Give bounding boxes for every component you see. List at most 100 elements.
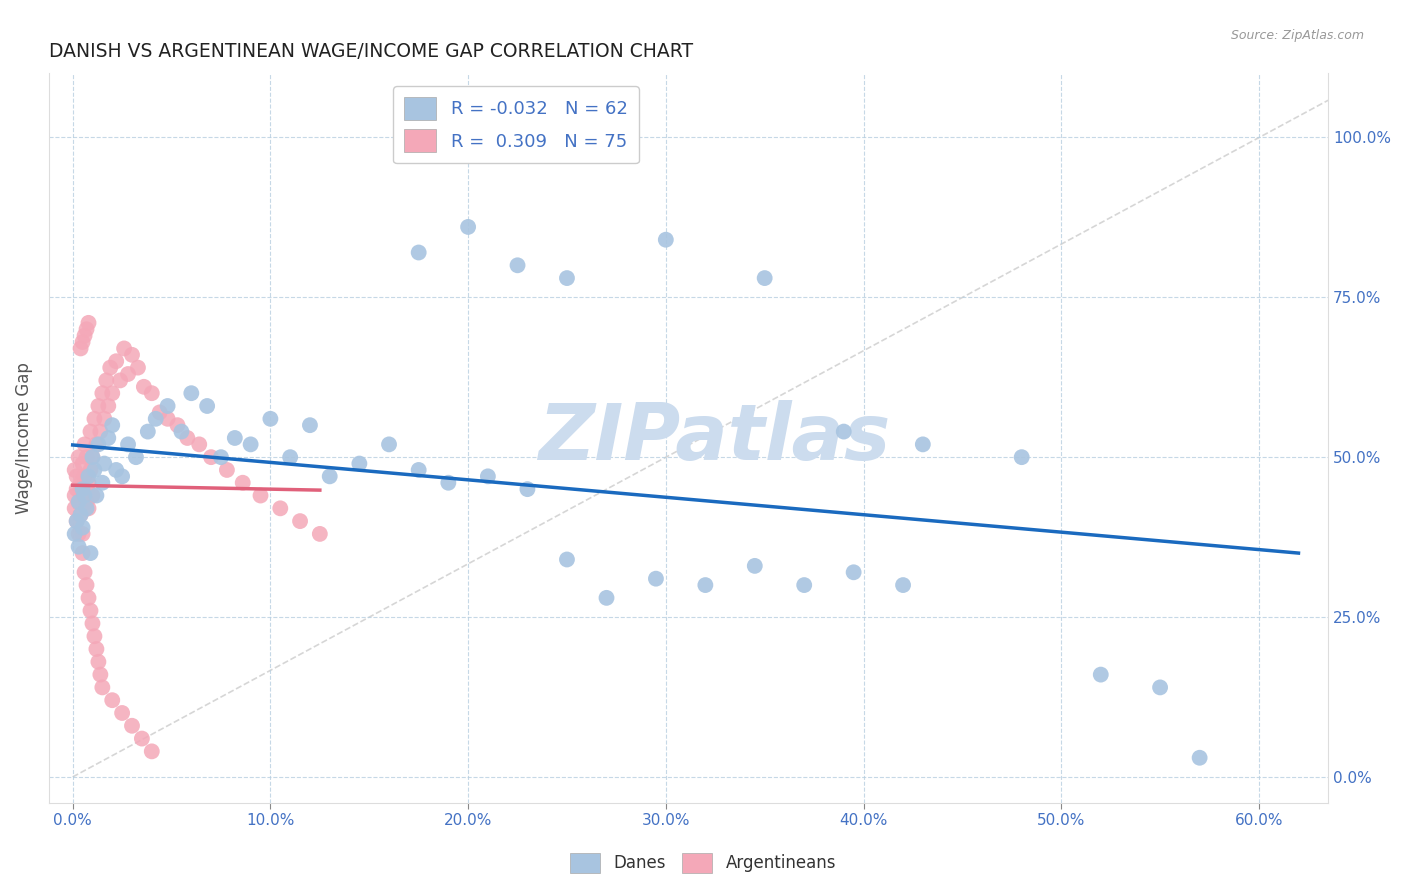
Point	[87, 437, 110, 451]
Point	[477, 469, 499, 483]
Point	[72, 457, 94, 471]
Point	[166, 418, 188, 433]
Point	[79, 604, 101, 618]
Point	[112, 342, 135, 356]
Point	[76, 501, 98, 516]
Point	[408, 463, 430, 477]
Point	[79, 463, 101, 477]
Text: ZIPatlas: ZIPatlas	[538, 400, 890, 476]
Point	[76, 450, 98, 465]
Point	[73, 566, 96, 580]
Point	[73, 469, 96, 483]
Point	[66, 514, 89, 528]
Point	[655, 233, 678, 247]
Point	[96, 373, 118, 387]
Point	[437, 475, 460, 490]
Point	[378, 437, 401, 451]
Point	[117, 437, 139, 451]
Point	[595, 591, 617, 605]
Point	[215, 463, 238, 477]
Point	[149, 405, 172, 419]
Point	[86, 642, 108, 657]
Point	[82, 450, 104, 465]
Point	[298, 418, 321, 433]
Point	[121, 348, 143, 362]
Point	[67, 450, 90, 465]
Point	[63, 489, 86, 503]
Point	[63, 463, 86, 477]
Point	[239, 437, 262, 451]
Point	[156, 399, 179, 413]
Point	[188, 437, 211, 451]
Point	[87, 655, 110, 669]
Point	[101, 386, 124, 401]
Point	[180, 386, 202, 401]
Point	[1090, 667, 1112, 681]
Point	[91, 681, 114, 695]
Point	[73, 328, 96, 343]
Point	[73, 489, 96, 503]
Point	[842, 566, 865, 580]
Point	[91, 475, 114, 490]
Point	[170, 425, 193, 439]
Point	[69, 342, 91, 356]
Point	[555, 552, 578, 566]
Point	[832, 425, 855, 439]
Point	[516, 482, 538, 496]
Point	[87, 399, 110, 413]
Point	[555, 271, 578, 285]
Point	[744, 558, 766, 573]
Point	[79, 546, 101, 560]
Point	[101, 693, 124, 707]
Point	[72, 520, 94, 534]
Legend: R = -0.032   N = 62, R =  0.309   N = 75: R = -0.032 N = 62, R = 0.309 N = 75	[394, 87, 638, 163]
Point	[145, 411, 167, 425]
Point	[200, 450, 222, 465]
Y-axis label: Wage/Income Gap: Wage/Income Gap	[15, 362, 32, 514]
Point	[1188, 751, 1211, 765]
Point	[89, 667, 111, 681]
Point	[91, 386, 114, 401]
Point	[97, 399, 120, 413]
Point	[308, 527, 330, 541]
Text: DANISH VS ARGENTINEAN WAGE/INCOME GAP CORRELATION CHART: DANISH VS ARGENTINEAN WAGE/INCOME GAP CO…	[49, 42, 693, 61]
Point	[63, 527, 86, 541]
Point	[1149, 681, 1171, 695]
Point	[72, 489, 94, 503]
Point	[349, 457, 371, 471]
Point	[63, 501, 86, 516]
Point	[86, 489, 108, 503]
Point	[67, 495, 90, 509]
Point	[76, 578, 98, 592]
Point	[457, 219, 479, 234]
Point	[176, 431, 198, 445]
Point	[83, 463, 105, 477]
Point	[82, 489, 104, 503]
Point	[695, 578, 717, 592]
Point	[93, 411, 115, 425]
Point	[77, 591, 100, 605]
Point	[77, 316, 100, 330]
Point	[141, 744, 163, 758]
Point	[408, 245, 430, 260]
Point	[72, 546, 94, 560]
Point	[645, 572, 668, 586]
Point	[86, 437, 108, 451]
Point	[105, 354, 128, 368]
Point	[66, 514, 89, 528]
Point	[506, 258, 529, 272]
Point	[891, 578, 914, 592]
Point	[69, 508, 91, 522]
Point	[117, 367, 139, 381]
Point	[121, 719, 143, 733]
Point	[77, 475, 100, 490]
Point	[69, 508, 91, 522]
Point	[1011, 450, 1033, 465]
Point	[82, 450, 104, 465]
Point	[911, 437, 934, 451]
Point	[83, 629, 105, 643]
Point	[232, 475, 254, 490]
Point	[132, 380, 155, 394]
Point	[156, 411, 179, 425]
Point	[72, 527, 94, 541]
